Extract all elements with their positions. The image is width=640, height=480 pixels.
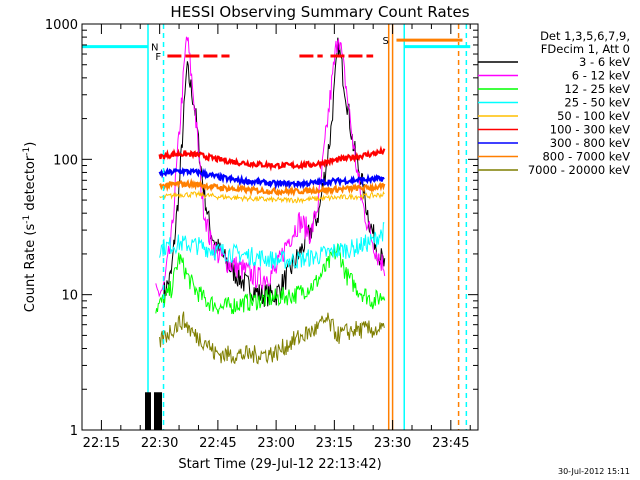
x-tick-label: 23:15 [316, 436, 353, 451]
series-100-300-keV-line [158, 145, 386, 172]
x-tick-label: 22:30 [141, 436, 178, 451]
chart-title: HESSI Observing Summary Count Rates [170, 3, 469, 21]
night-label: N [151, 43, 158, 54]
y-tick-label: 10 [61, 289, 78, 304]
legend-label: 50 - 100 keV [557, 109, 630, 123]
legend-label: 800 - 7000 keV [542, 150, 630, 164]
legend-label: 25 - 50 keV [564, 96, 630, 110]
series-50-100-keV-line [159, 189, 385, 205]
x-axis-label: Start Time (29-Jul-12 22:13:42) [178, 457, 381, 472]
footer-timestamp: 30-Jul-2012 15:11 [558, 467, 630, 476]
legend-label: 300 - 800 keV [550, 136, 630, 150]
attenuator-label: F [155, 52, 161, 63]
legend-label: 7000 - 20000 keV [528, 163, 630, 177]
x-tick-label: 23:45 [432, 436, 469, 451]
y-tick-label: 1000 [45, 18, 78, 33]
series-7000-20000-keV-line [159, 311, 385, 365]
legend-label: 6 - 12 keV [572, 69, 630, 83]
legend-label: 100 - 300 keV [550, 123, 630, 137]
series-300-800-keV-line [158, 167, 385, 191]
y-axis-label: Count Rate (s-1 detector-1) [22, 142, 38, 313]
y-tick-label: 1 [70, 424, 78, 439]
series-25-50-keV-line [159, 222, 385, 269]
x-tick-label: 22:45 [199, 436, 236, 451]
y-tick-label: 100 [53, 153, 78, 168]
legend-header-2: FDecim 1, Att 0 [541, 42, 630, 56]
x-tick-label: 23:00 [257, 436, 294, 451]
saa-label: S [382, 36, 388, 47]
legend-label: 3 - 6 keV [579, 55, 630, 69]
x-tick-label: 22:15 [83, 436, 120, 451]
legend-label: 12 - 25 keV [564, 82, 630, 96]
series-12-25-keV-line [155, 243, 386, 315]
legend-header-1: Det 1,3,5,6,7,9, [540, 29, 630, 43]
plot-frame [81, 23, 479, 431]
series-800-7000-keV-line [158, 177, 386, 197]
x-tick-label: 23:30 [374, 436, 411, 451]
series-6-12-keV-line [155, 36, 386, 298]
